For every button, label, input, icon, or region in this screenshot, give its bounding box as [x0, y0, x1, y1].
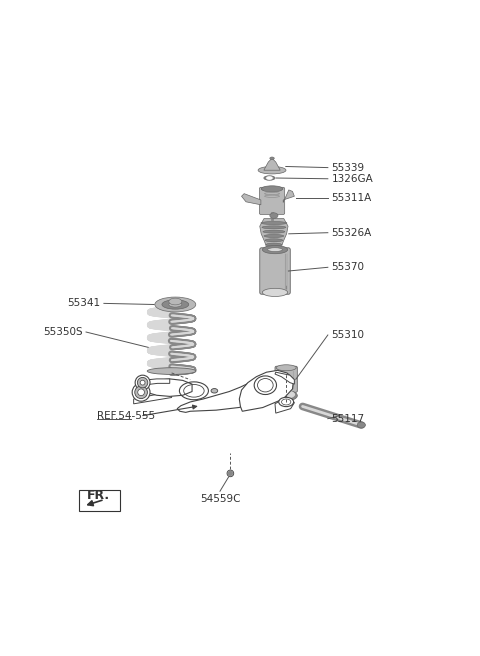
Ellipse shape — [211, 388, 218, 393]
Polygon shape — [241, 194, 261, 205]
Text: 55117: 55117 — [332, 414, 365, 424]
Ellipse shape — [135, 386, 147, 399]
Ellipse shape — [258, 167, 286, 174]
Polygon shape — [275, 372, 294, 384]
Ellipse shape — [261, 186, 283, 192]
Ellipse shape — [261, 222, 287, 224]
Ellipse shape — [276, 365, 296, 371]
Text: 55341: 55341 — [67, 298, 100, 308]
Ellipse shape — [263, 289, 288, 297]
FancyBboxPatch shape — [259, 188, 285, 215]
Ellipse shape — [132, 383, 150, 401]
Ellipse shape — [140, 380, 145, 385]
Text: 55311A: 55311A — [332, 193, 372, 203]
Text: 55339: 55339 — [332, 163, 365, 173]
Ellipse shape — [227, 470, 234, 477]
Ellipse shape — [155, 297, 196, 312]
Text: FR.: FR. — [87, 489, 110, 502]
Text: 55310: 55310 — [332, 330, 365, 340]
Polygon shape — [133, 393, 172, 404]
Ellipse shape — [263, 230, 285, 233]
Polygon shape — [275, 399, 294, 413]
Text: 55350S: 55350S — [43, 327, 83, 337]
Polygon shape — [240, 371, 294, 411]
Text: 55370: 55370 — [332, 262, 365, 272]
Text: 55326A: 55326A — [332, 228, 372, 237]
Polygon shape — [177, 373, 292, 413]
Polygon shape — [260, 218, 288, 249]
Text: REF.54-555: REF.54-555 — [97, 411, 156, 421]
Polygon shape — [138, 379, 192, 396]
Ellipse shape — [169, 298, 182, 305]
FancyBboxPatch shape — [275, 366, 297, 392]
FancyBboxPatch shape — [260, 248, 290, 295]
Ellipse shape — [279, 398, 294, 407]
Ellipse shape — [262, 226, 286, 229]
Ellipse shape — [268, 248, 282, 251]
Ellipse shape — [169, 302, 182, 307]
Text: 1326GA: 1326GA — [332, 174, 373, 184]
Ellipse shape — [162, 300, 189, 309]
Ellipse shape — [278, 391, 294, 398]
Ellipse shape — [264, 234, 284, 237]
Ellipse shape — [275, 390, 297, 401]
Ellipse shape — [147, 368, 196, 375]
Polygon shape — [283, 190, 294, 203]
Ellipse shape — [357, 422, 365, 428]
Ellipse shape — [135, 375, 150, 390]
Ellipse shape — [266, 243, 282, 246]
Text: 54559C: 54559C — [200, 494, 240, 504]
Ellipse shape — [267, 177, 272, 179]
Ellipse shape — [138, 389, 144, 396]
Ellipse shape — [263, 245, 288, 254]
Ellipse shape — [228, 472, 232, 475]
Ellipse shape — [137, 377, 148, 388]
Polygon shape — [141, 379, 170, 385]
Ellipse shape — [265, 239, 283, 242]
Ellipse shape — [270, 213, 278, 218]
Ellipse shape — [264, 176, 275, 180]
Polygon shape — [264, 158, 280, 170]
Ellipse shape — [270, 157, 274, 159]
